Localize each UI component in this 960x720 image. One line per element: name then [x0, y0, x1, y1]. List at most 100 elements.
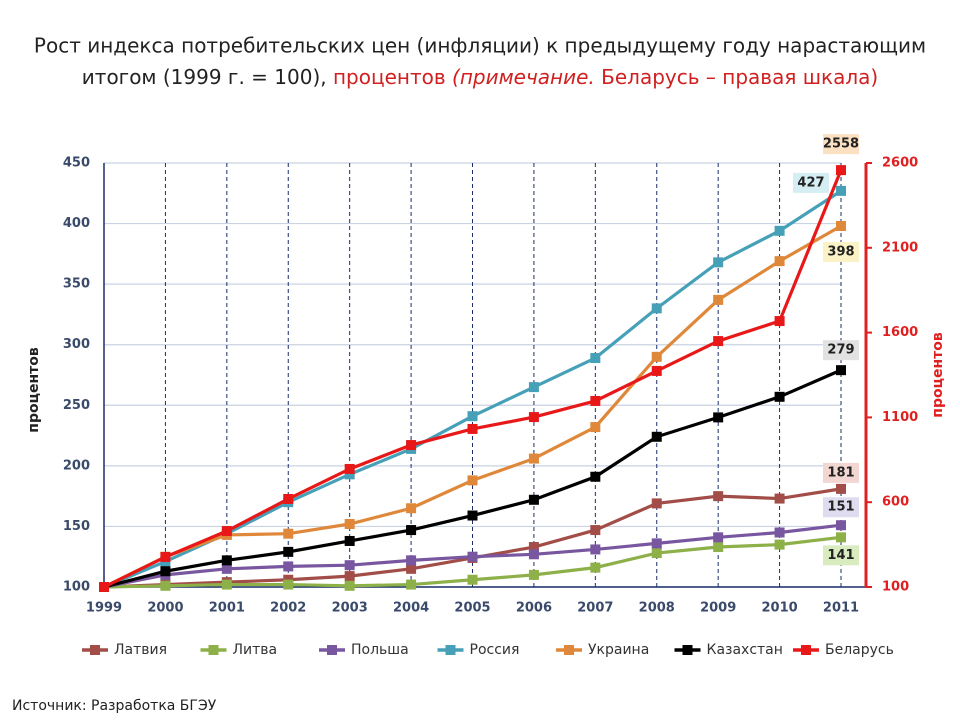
point	[221, 555, 232, 566]
point	[774, 391, 785, 402]
title-note: (примечание.	[452, 65, 595, 89]
legend-marker	[801, 645, 811, 655]
legend-marker	[564, 645, 574, 655]
point	[221, 563, 232, 574]
source: Источник: Разработка БГЭУ	[12, 698, 217, 714]
y2-axis-label: процентов	[930, 332, 946, 418]
y2-tick-label: 2100	[882, 240, 918, 255]
value-label-bg	[823, 134, 859, 155]
title-unit: процентов	[333, 65, 446, 89]
y2-tick-label: 1100	[882, 410, 918, 425]
legend-marker	[90, 645, 100, 655]
x-tick-label: 2002	[270, 601, 306, 616]
point	[467, 475, 478, 486]
point	[283, 528, 294, 539]
x-tick-label: 2009	[700, 601, 736, 616]
point	[406, 525, 417, 536]
point	[713, 257, 724, 268]
x-tick-label: 2001	[209, 601, 245, 616]
point	[713, 336, 724, 347]
point	[221, 579, 232, 590]
point	[99, 582, 109, 592]
x-tick-label: 2010	[761, 601, 797, 616]
point	[651, 303, 662, 314]
point	[836, 165, 846, 176]
value-label-bg	[793, 172, 829, 193]
point	[160, 551, 171, 562]
legend-marker	[208, 645, 219, 655]
point	[651, 548, 662, 559]
value-label-bg	[823, 241, 859, 262]
point	[283, 546, 294, 557]
y-tick-label: 250	[63, 398, 90, 413]
legend-label: Украина	[588, 642, 649, 658]
point	[836, 365, 846, 376]
point	[774, 316, 785, 327]
point	[528, 412, 539, 423]
point	[406, 503, 417, 514]
point	[528, 494, 539, 505]
point	[344, 519, 355, 530]
title-text: итогом (1999 г. = 100),	[82, 65, 327, 89]
point	[344, 463, 355, 474]
value-label-bg	[823, 545, 859, 566]
x-tick-label: 2006	[516, 601, 552, 616]
value-label: 427	[797, 175, 824, 190]
legend-label: Латвия	[114, 642, 167, 658]
x-tick-label: 2007	[577, 601, 613, 616]
point	[590, 395, 601, 406]
point	[406, 579, 417, 590]
legend-label: Польша	[351, 642, 409, 658]
point	[774, 256, 785, 267]
x-tick-label: 2005	[454, 601, 490, 616]
point	[344, 560, 355, 571]
point	[774, 539, 785, 550]
title-note-rest: Беларусь – правая шкала)	[601, 65, 878, 89]
value-label: 151	[827, 500, 854, 515]
point	[651, 498, 662, 509]
y-tick-label: 200	[63, 458, 90, 473]
value-label: 398	[827, 244, 854, 259]
point	[528, 453, 539, 464]
point	[406, 563, 417, 574]
point	[528, 542, 539, 553]
point	[836, 532, 846, 543]
point	[406, 555, 417, 566]
legend-label: Россия	[470, 642, 520, 658]
point	[467, 574, 478, 585]
point	[406, 440, 417, 451]
x-tick-label: 2003	[332, 601, 368, 616]
point	[344, 535, 355, 546]
y-tick-label: 150	[63, 519, 90, 534]
point	[590, 422, 601, 433]
point	[590, 353, 601, 364]
value-label-bg	[823, 462, 859, 483]
value-label: 181	[827, 465, 854, 480]
point	[221, 526, 232, 537]
legend-label: Беларусь	[825, 642, 894, 658]
point	[713, 294, 724, 305]
value-label-bg	[823, 497, 859, 518]
point	[836, 220, 846, 231]
point	[651, 538, 662, 549]
point	[774, 225, 785, 236]
value-label: 141	[827, 548, 854, 563]
point	[590, 562, 601, 573]
point	[467, 510, 478, 521]
legend-label: Литва	[233, 642, 278, 658]
legend-marker	[445, 645, 456, 655]
chart-title: Рост индекса потребительских цен (инфляц…	[34, 34, 926, 58]
point	[283, 493, 294, 504]
point	[713, 532, 724, 543]
legend-marker	[327, 645, 337, 655]
point	[160, 580, 171, 591]
point	[713, 542, 724, 553]
legend-marker	[682, 645, 693, 655]
x-tick-label: 2008	[639, 601, 675, 616]
point	[774, 527, 785, 538]
point	[713, 412, 724, 423]
point	[651, 351, 662, 362]
y2-tick-label: 1600	[882, 325, 918, 340]
y-tick-label: 300	[63, 337, 90, 352]
point	[283, 561, 294, 572]
